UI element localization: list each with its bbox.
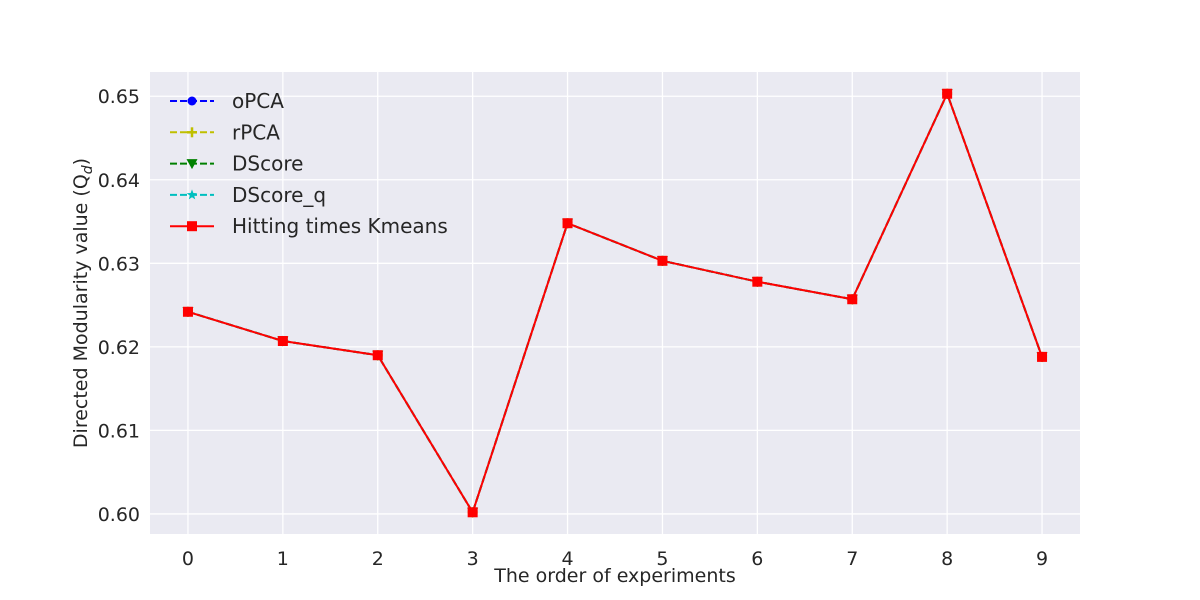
legend-item: DScore_q (170, 183, 326, 207)
y-tick-label: 0.63 (98, 253, 140, 275)
x-tick-label: 7 (846, 548, 858, 570)
y-tick-label: 0.65 (98, 86, 140, 108)
data-point (277, 336, 288, 347)
data-point (182, 306, 193, 317)
data-point (467, 507, 478, 518)
legend-label: DScore_q (232, 183, 326, 207)
legend: oPCA rPCA DScore DScore_q Hitting times Kmea… (170, 89, 448, 238)
legend-marker (187, 221, 197, 232)
legend-marker (186, 159, 198, 170)
data-point (1037, 351, 1048, 362)
y-axis-label-subscript: d (80, 165, 96, 174)
legend-marker (186, 189, 198, 200)
legend-marker (187, 96, 197, 106)
legend-label: oPCA (232, 89, 284, 113)
legend-item: DScore (170, 152, 303, 176)
series-layer (182, 88, 1048, 518)
x-axis-ticks: 0 1 2 3 4 5 6 7 8 9 (182, 548, 1048, 570)
legend-label: DScore (232, 152, 303, 176)
data-point (562, 218, 573, 229)
x-tick-label: 0 (182, 548, 194, 570)
legend-label: Hitting times Kmeans (232, 214, 448, 238)
x-tick-label: 4 (562, 548, 574, 570)
y-tick-label: 0.62 (98, 337, 140, 359)
data-point (942, 88, 953, 99)
x-tick-label: 6 (751, 548, 763, 570)
y-axis-label: Directed Modularity value (Qd) (70, 158, 96, 448)
x-tick-label: 8 (941, 548, 953, 570)
y-axis-ticks: 0.60 0.61 0.62 0.63 0.64 0.65 (98, 86, 140, 526)
x-tick-label: 9 (1036, 548, 1048, 570)
data-point (752, 276, 763, 287)
legend-label: rPCA (232, 120, 280, 144)
legend-item: oPCA (170, 89, 284, 113)
data-point (657, 255, 668, 266)
plot-area (150, 72, 1080, 534)
y-tick-label: 0.61 (98, 420, 140, 442)
legend-item: Hitting times Kmeans (170, 214, 448, 238)
data-point (372, 350, 383, 361)
legend-item: rPCA (170, 120, 280, 144)
x-tick-label: 3 (467, 548, 479, 570)
y-axis-label-suffix: ) (70, 158, 92, 165)
data-point (847, 294, 858, 305)
grid-lines (150, 72, 1080, 534)
y-axis-label-main: Directed Modularity value (Q (70, 174, 92, 448)
x-axis-label: The order of experiments (493, 565, 735, 587)
x-tick-label: 2 (372, 548, 384, 570)
y-tick-label: 0.60 (98, 504, 140, 526)
series-hitting-times-kmeans (182, 88, 1048, 518)
x-tick-label: 5 (656, 548, 668, 570)
y-tick-label: 0.64 (98, 170, 140, 192)
series-line (187, 91, 1043, 515)
x-tick-label: 1 (277, 548, 289, 570)
legend-marker (187, 127, 197, 138)
